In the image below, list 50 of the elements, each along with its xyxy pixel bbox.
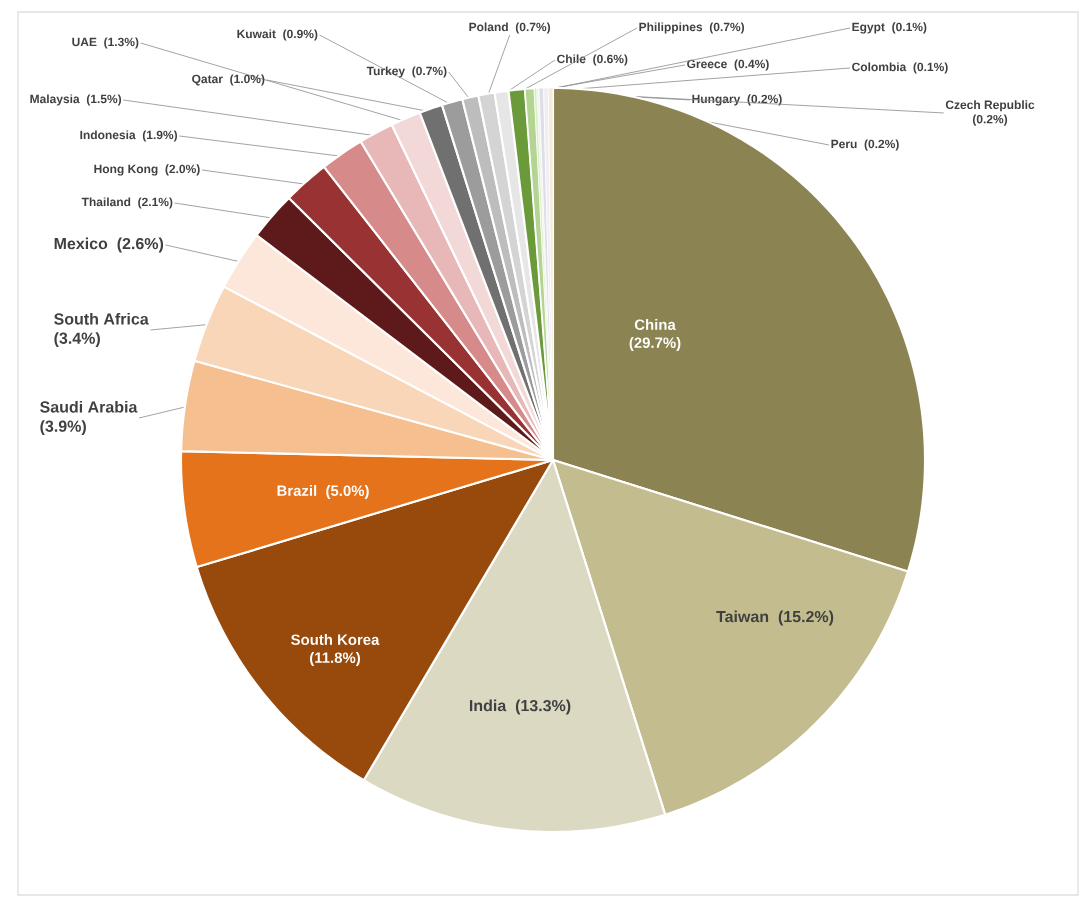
slice-label: South Korea [291,634,380,645]
slice-label: Malaysia [30,94,80,106]
data-label: (1.3%) [104,37,139,49]
data-label: (0.2%) [864,139,899,151]
data-label: (29.7%) [629,337,681,351]
data-label: (1.0%) [230,74,265,86]
data-label: (0.7%) [709,22,745,34]
data-label: (0.9%) [283,29,318,41]
data-label: (2.1%) [138,197,173,209]
data-label: (0.6%) [593,54,628,66]
slice-label: Thailand [81,197,131,207]
data-label: (0.2%) [747,94,782,106]
slice-label: UAE [72,37,97,47]
slice-label: Taiwan [716,610,769,623]
slice-label: Poland [469,22,508,32]
slice-label: Indonesia [80,130,136,140]
slice-label: Peru [831,139,857,149]
data-label: (5.0%) [326,485,369,499]
data-label: (0.4%) [734,59,769,71]
data-label: (2.0%) [165,164,200,176]
data-label: (11.8%) [310,652,360,666]
data-label: (3.4%) [54,332,100,348]
slice-label: Qatar [192,74,223,86]
data-label: (1.9%) [142,130,178,142]
slice-label: Greece [687,59,727,69]
data-label: (15.2%) [778,610,834,626]
slice-label: Saudi Arabia [40,400,138,413]
slice-label: Kuwait [237,29,276,39]
data-label: (2.6%) [117,237,164,253]
data-label: (0.1%) [913,62,948,74]
slice-label: South Africa [54,312,149,325]
slice-label: Hungary [692,94,741,106]
data-label: (0.7%) [515,22,551,34]
slice-label: Hong Kong [94,164,158,176]
data-label: (0.7%) [412,66,447,78]
slice-label: Egypt [852,22,885,34]
slice-label: Turkey [366,66,405,78]
data-label: (1.5%) [86,94,122,106]
data-label: (13.3%) [515,699,571,715]
slice-label: Brazil [277,485,317,496]
slice-label: Chile [557,54,586,64]
slice-label: Colombia [852,62,907,72]
data-label: (0.1%) [892,22,927,34]
slice-label: India [469,699,507,712]
slice-label: Czech Republic [945,100,1035,112]
slice-label: China [634,319,676,330]
slice-label: Mexico [54,237,108,250]
data-label: (3.9%) [40,420,86,436]
slice-label: Philippines [639,22,703,34]
data-label: (0.2%) [972,114,1008,126]
